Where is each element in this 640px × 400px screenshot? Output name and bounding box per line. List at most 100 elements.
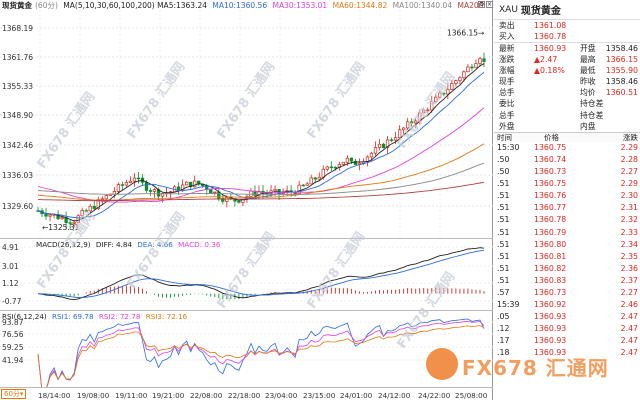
price-tick-label: 1348.90 [2,111,33,120]
candle [301,183,305,187]
time-tick-label: 22/08:00 [190,391,223,400]
period-selector[interactable]: 60分▾ [1,389,27,399]
quote-label: 最新 [499,44,515,54]
trade-time: .57 [497,288,510,297]
trade-row: .57 1360.73 2.27 [494,287,640,299]
candle [172,185,177,193]
quote-label: 卖出 [499,21,515,30]
trade-time: .50 [497,154,510,164]
low-marker-label: ←1325.31 [42,223,80,232]
legend-settings-icon[interactable]: ⚙ [478,1,485,8]
price-tick-label: 1361.76 [2,53,33,62]
price-tick-label: 1342.46 [2,141,33,150]
candle [140,173,145,186]
candle [124,179,129,187]
trade-price: 1360.79 [534,227,567,237]
trade-time: .51 [497,251,510,261]
trade-time: .51 [497,275,510,285]
quote-row: 总手 均价 1360.51 [494,87,640,98]
candle [422,107,426,114]
trade-row: .51 1360.76 2.30 [494,190,640,202]
chart-area[interactable]: 现货黄金 (60分) MA(5,10,30,60,100,200) MA5:136… [0,0,493,400]
trade-row: .17 1360.93 2.47 [494,335,640,347]
trade-row: .51 1360.79 2.33 [494,227,640,239]
price-tick-label: 1368.19 [2,24,33,33]
quote-row: 委比 持仓差 [494,98,640,109]
quote-value: 1358.46 [605,76,638,86]
trade-change: 2.34 [620,239,638,249]
trade-row: .51 1360.78 2.32 [494,214,640,226]
trade-change: 2.47 [620,348,638,358]
trade-time: .17 [497,336,510,346]
rsi-tick-label: 41.94 [2,356,24,365]
trade-time: .51 [497,203,510,213]
rsi3-value: RSI3: 72.16 [145,312,188,321]
macd-tick-label: -0.77 [2,297,22,306]
trade-row: 15:39 1360.92 2.46 [494,299,640,311]
candle [401,127,406,135]
trades-list[interactable]: 15:30 1360.75 2.29 .50 1360.74 2.28 .50 1360.73… [494,142,640,360]
candle [434,94,438,103]
time-tick-label: 24/01:00 [340,391,373,400]
trade-price: 1360.83 [534,275,567,285]
quote-label: 最低 [580,65,596,75]
quote-title: XAU 现货黄金 [494,0,640,20]
candle [397,125,402,140]
rsi3-line [37,325,485,392]
rsi-pane[interactable]: 93.87 76.56 59.25 41.94 RSI(6,12,24) RSI1: … [0,310,493,392]
candle [474,59,478,69]
trade-price: 1360.77 [534,203,567,213]
legend-ma5: MA(5,10,30,60,100,200) MA5:1363.24 [63,1,208,10]
candle [414,118,418,129]
time-tick-label: 23/15:00 [303,391,336,400]
macd-pane[interactable]: 4.91 3.01 1.12 -0.77 MACD(26,12,9) DIFF: 4.… [0,238,493,310]
candle [128,176,133,184]
trade-change: 2.33 [620,227,638,237]
price-tick-label: 1336.03 [2,171,33,180]
quote-symbol: XAU [499,4,518,15]
candle [305,181,309,186]
candle [176,182,181,196]
trade-row: .51 1360.83 2.37 [494,275,640,287]
quote-label: 现手 [499,76,515,86]
ma200-line [37,181,485,202]
quote-value: 1358.46 [605,44,638,54]
trade-change: 2.27 [620,288,638,297]
trade-change: 2.29 [620,142,638,152]
quote-label: 开盘 [580,44,596,54]
quote-row: 最新 1360.93 开盘 1358.46 [494,42,640,53]
quote-label: 持仓差 [580,110,604,120]
trade-price: 1360.78 [534,215,567,225]
legend-ma10: MA10:1360.56 [212,1,268,10]
candle [442,92,446,97]
candle [454,79,458,87]
rsi-legend: RSI(6,12,24) RSI1: 69.78 RSI2: 72.78 RSI… [2,312,190,321]
trade-price: 1360.82 [534,263,567,273]
ma100-line [37,162,485,195]
trade-time: .51 [497,179,510,189]
candle [68,219,72,230]
trade-change: 2.35 [620,251,638,261]
quote-label: 最高 [580,54,596,64]
candle [44,208,48,221]
quote-name: 现货黄金 [520,6,561,17]
trade-change: 2.31 [620,203,638,213]
quote-row: 涨跌 ▲2.47 最高 1366.15 [494,54,640,65]
trade-row: .12 1360.93 2.47 [494,323,640,335]
quote-label: 外盘 [499,121,515,131]
rsi1-value: RSI1: 69.78 [52,312,94,321]
quote-row: 总手 持仓差 [494,110,640,121]
trade-price: 1360.81 [534,251,567,261]
candle [76,213,80,224]
candle [450,79,454,90]
quote-label: 持仓差 [580,99,604,109]
trade-price: 1360.75 [534,179,567,189]
instrument-name: 现货黄金 [2,1,32,10]
candle [152,187,157,198]
macd-value: MACD: 0.36 [178,240,221,249]
legend-ma200: MA200: [457,1,486,10]
candle [148,187,153,196]
candlestick-pane[interactable]: 1368.19 1361.76 1355.33 1348.90 1342.46 1336.… [0,10,493,238]
trade-row: .05 1360.93 2.47 [494,311,640,323]
legend-close-icon[interactable]: × [486,1,493,8]
